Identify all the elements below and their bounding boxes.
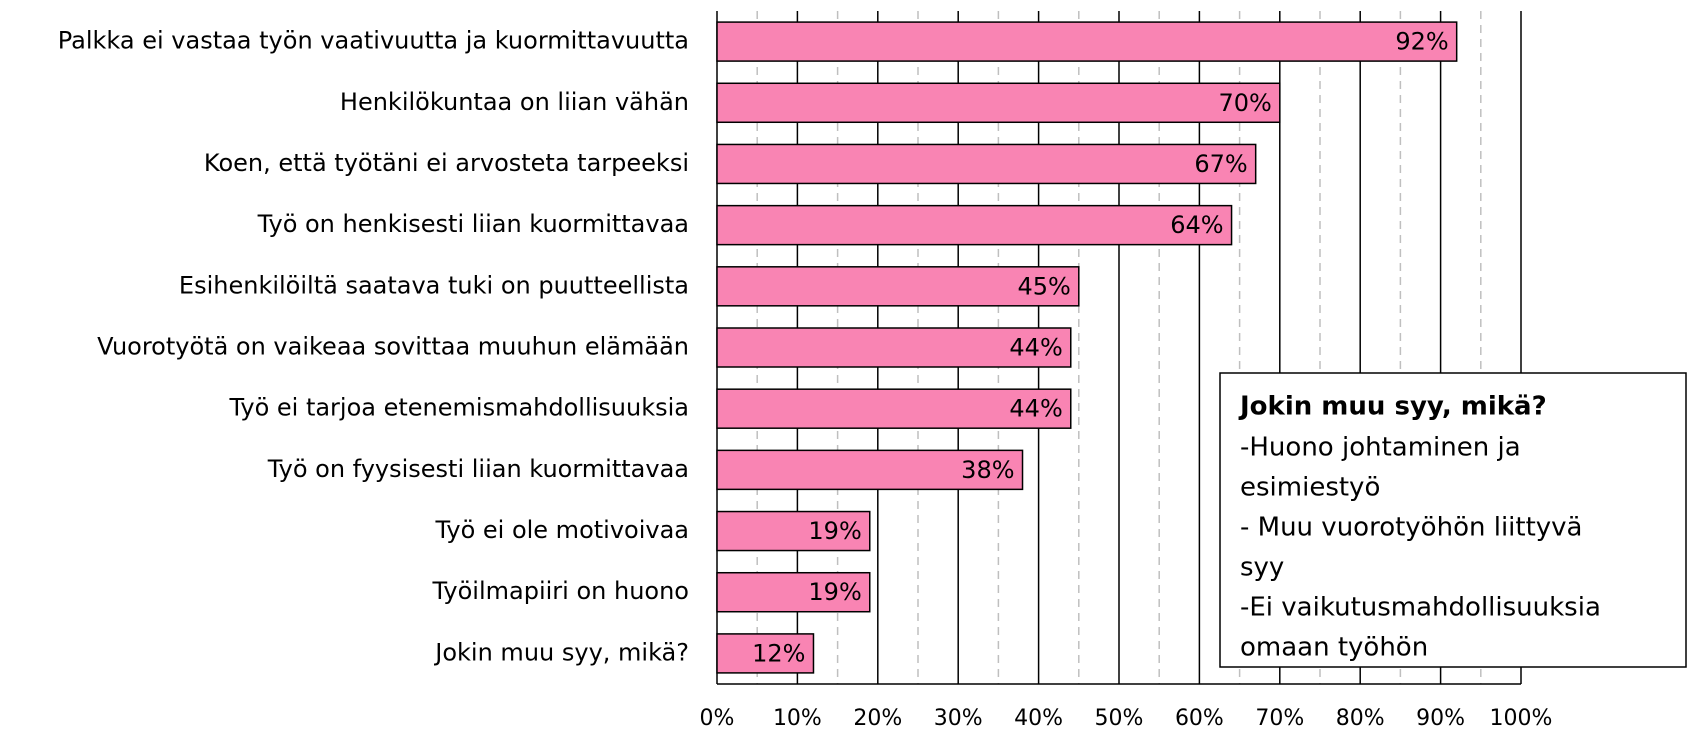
data-label: 44% — [1009, 334, 1062, 362]
category-label: Palkka ei vastaa työn vaativuutta ja kuo… — [58, 27, 689, 55]
x-tick-label: 30% — [934, 706, 983, 729]
x-tick-label: 10% — [773, 706, 822, 729]
bar — [716, 204, 1233, 246]
x-tick-label: 50% — [1095, 706, 1144, 729]
annotation-line: -Huono johtaminen ja — [1240, 433, 1521, 463]
x-tick-label: 100% — [1490, 706, 1553, 729]
category-label: Työ ei tarjoa etenemismahdollisuuksia — [228, 394, 689, 422]
bar — [716, 21, 1458, 62]
x-tick-label: 20% — [853, 706, 902, 729]
bar — [716, 510, 871, 552]
annotation-line: esimiestyö — [1240, 473, 1380, 503]
x-tick-label: 0% — [700, 706, 735, 729]
data-label: 70% — [1218, 89, 1271, 117]
annotation-line: - Muu vuorotyöhön liittyvä — [1240, 513, 1582, 543]
category-label: Koen, että työtäni ei arvosteta tarpeeks… — [204, 149, 689, 177]
annotation-line: -Ei vaikutusmahdollisuuksia — [1240, 593, 1601, 623]
x-tick-label: 70% — [1255, 706, 1304, 729]
category-label: Työ ei ole motivoivaa — [434, 516, 689, 544]
category-label: Esihenkilöiltä saatava tuki on puutteell… — [179, 271, 689, 299]
category-label: Henkilökuntaa on liian vähän — [340, 88, 689, 116]
bar — [716, 266, 1080, 307]
bar — [716, 82, 1281, 124]
x-tick-label: 90% — [1416, 706, 1465, 729]
data-label: 12% — [752, 639, 805, 667]
x-tick-label: 80% — [1336, 706, 1385, 729]
x-tick-label: 40% — [1014, 706, 1063, 729]
bar — [716, 388, 1072, 429]
bar — [716, 327, 1072, 368]
category-label: Jokin muu syy, mikä? — [433, 638, 689, 666]
bar — [716, 449, 1024, 491]
data-label: 67% — [1194, 150, 1247, 178]
data-label: 38% — [961, 456, 1014, 484]
bar — [716, 143, 1257, 185]
category-label: Työ on fyysisesti liian kuormittavaa — [267, 455, 689, 483]
data-label: 45% — [1017, 272, 1070, 300]
bar — [716, 571, 871, 613]
bar — [716, 633, 815, 674]
annotation-title: Jokin muu syy, mikä? — [1238, 392, 1547, 422]
annotation-box — [1219, 372, 1687, 668]
category-label: Työ on henkisesti liian kuormittavaa — [257, 210, 689, 238]
category-label: Vuorotyötä on vaikeaa sovittaa muuhun el… — [97, 333, 689, 361]
annotation-line: syy — [1240, 553, 1284, 583]
data-label: 92% — [1395, 28, 1448, 56]
annotation-line: omaan työhön — [1240, 633, 1428, 663]
data-label: 44% — [1009, 395, 1062, 423]
x-tick-label: 60% — [1175, 706, 1224, 729]
data-label: 19% — [808, 517, 861, 545]
category-label: Työilmapiiri on huono — [432, 577, 690, 605]
data-label: 19% — [808, 578, 861, 606]
data-label: 64% — [1170, 211, 1223, 239]
